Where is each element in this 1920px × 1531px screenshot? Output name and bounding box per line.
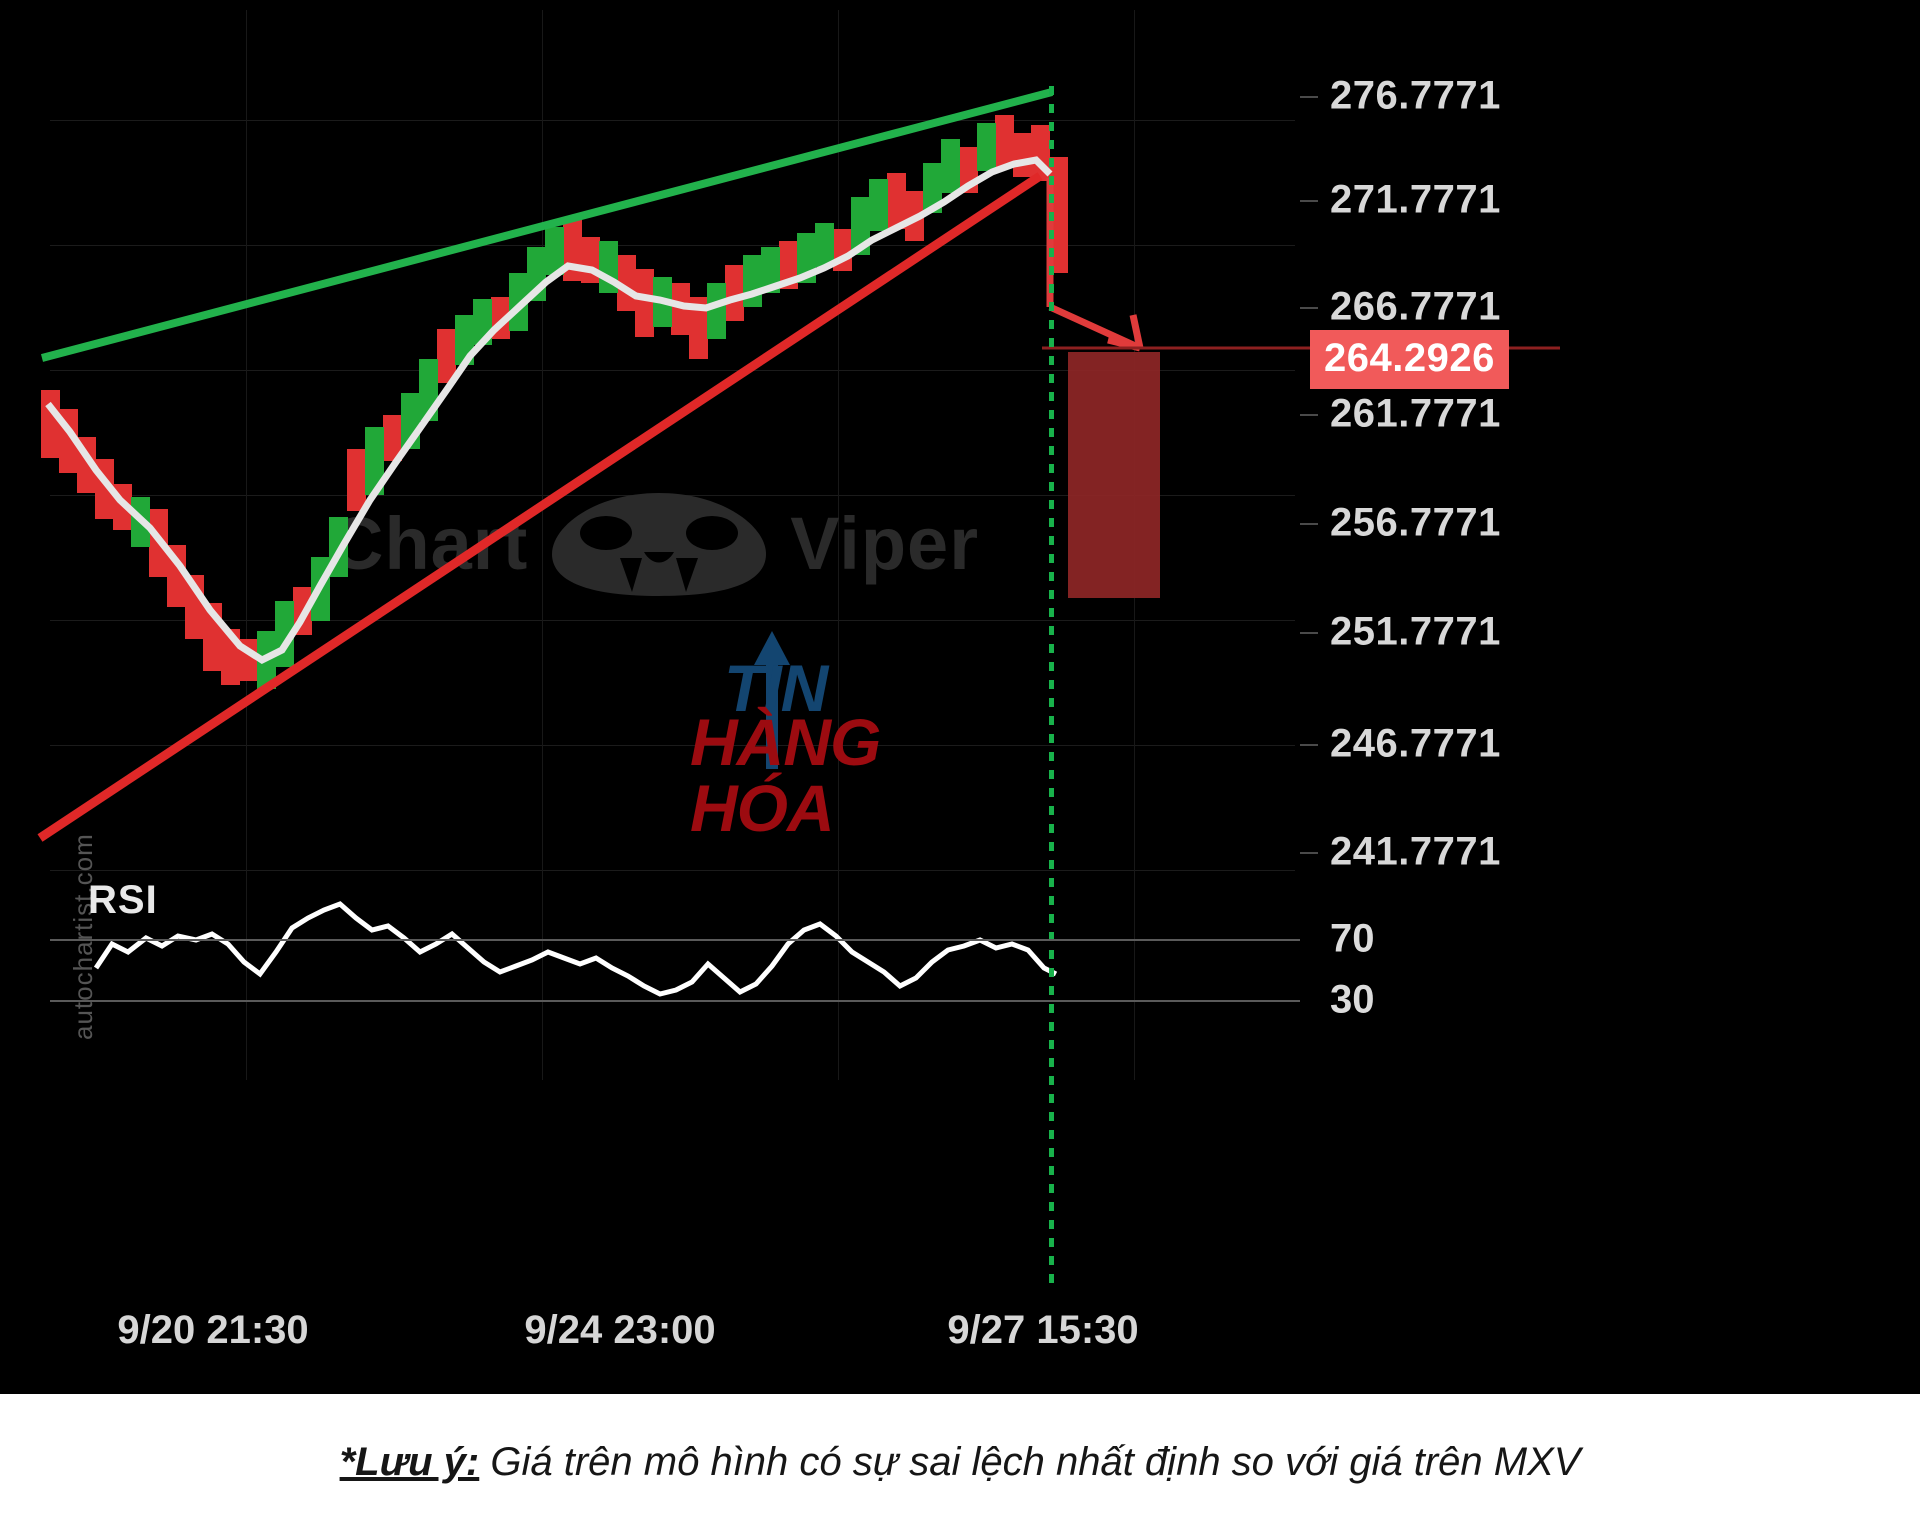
price-axis-label: 261.7771 [1330,391,1501,436]
price-tick [1300,96,1318,98]
price-axis-label: 266.7771 [1330,284,1501,329]
gridline-horizontal [50,745,1295,746]
price-tick [1300,523,1318,525]
gridline-horizontal [50,120,1295,121]
autochartist-side-watermark: autochartist.com [68,833,98,1040]
price-tick [1300,744,1318,746]
viper-snake-icon [552,493,767,596]
gridline-horizontal [50,245,1295,246]
price-axis-label: 256.7771 [1330,500,1501,545]
logo-line-1: TIN [724,651,828,725]
forecast-box [1068,352,1160,598]
price-axis-label: 271.7771 [1330,177,1501,222]
price-tick [1300,200,1318,202]
caption-bar: *Lưu ý: Giá trên mô hình có sự sai lệch … [0,1394,1920,1531]
caption-body: Giá trên mô hình có sự sai lệch nhất địn… [479,1440,1581,1484]
rsi-level-label-30: 30 [1330,977,1375,1022]
current-time-line [1049,86,1054,1290]
price-tick [1300,632,1318,634]
plot-area [50,10,1300,1290]
price-axis-label: 251.7771 [1330,609,1501,654]
gridline-horizontal [50,870,1295,871]
gridline-horizontal [50,620,1295,621]
time-axis: 9/20 21:30 9/24 23:00 9/27 15:30 [0,1290,1920,1394]
up-arrow-icon [754,631,790,769]
tin-hang-hoa-logo: TIN HÀNG HÓA [690,631,990,841]
price-axis-label: 241.7771 [1330,829,1501,874]
rsi-panel-title: RSI [88,878,158,922]
price-axis: 276.7771 271.7771 266.7771 261.7771 256.… [1300,0,1920,1290]
price-axis-label: 276.7771 [1330,73,1501,118]
logo-line-2: HÀNG HÓA [690,705,881,845]
time-axis-label: 9/20 21:30 [117,1308,309,1352]
caption-text: *Lưu ý: Giá trên mô hình có sự sai lệch … [340,1440,1581,1485]
rsi-level-label-70: 70 [1330,916,1375,961]
caption-note-label: *Lưu ý: [339,1440,480,1484]
price-tick [1300,852,1318,854]
price-axis-label: 246.7771 [1330,721,1501,766]
watermark-brand-right: Viper [790,501,979,585]
price-tick [1300,307,1318,309]
time-axis-label: 9/27 15:30 [947,1308,1139,1352]
gridline-vertical [246,10,247,1080]
time-axis-label: 9/24 23:00 [524,1308,716,1352]
chart-frame: Chart Viper autochartist.com [0,0,1920,1394]
chartviper-watermark: Chart Viper [330,488,979,598]
watermark-brand-left: Chart [330,501,529,585]
price-tick [1300,414,1318,416]
current-price-badge: 264.2926 [1310,330,1509,389]
rsi-level-70-line [50,939,1300,941]
rsi-level-30-line [50,1000,1300,1002]
